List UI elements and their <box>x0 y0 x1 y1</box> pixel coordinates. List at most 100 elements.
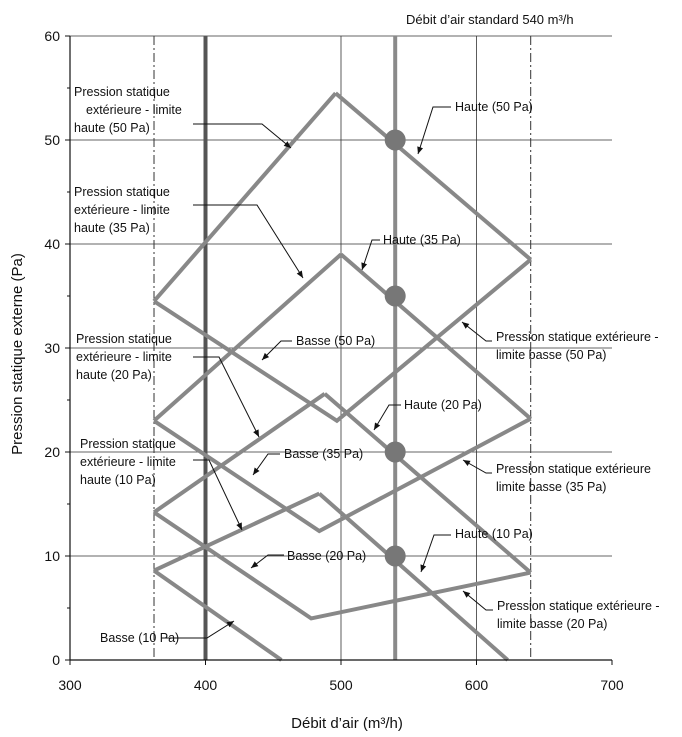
annotation-arrowhead <box>262 352 270 360</box>
x-tick-label: 700 <box>600 677 624 693</box>
x-axis-label: Débit d’air (m³/h) <box>291 715 403 732</box>
annotation: Basse (35 Pa) <box>252 447 363 476</box>
x-tick-label: 500 <box>329 677 353 693</box>
annotation-leader <box>420 534 451 573</box>
series-line <box>152 510 532 621</box>
annotation-text: haute (50 Pa) <box>74 121 150 135</box>
annotation-text: Pression statique <box>74 185 170 199</box>
annotation: Pression statique extérieure - limite haut… <box>80 437 243 531</box>
axes: 0 10 20 30 40 50 60 300 400 500 600 700 Débit d’air … <box>9 28 624 732</box>
data-marker <box>384 441 406 463</box>
annotation-leader <box>193 123 292 149</box>
annotation-leader <box>250 554 284 569</box>
y-tick-label: 40 <box>44 236 60 252</box>
annotation-text: Basse (10 Pa) <box>100 631 179 645</box>
annotation-text: Basse (50 Pa) <box>296 334 375 348</box>
annotation-arrowhead <box>226 621 234 628</box>
annotation: Basse (50 Pa) <box>261 334 375 361</box>
annotation-arrowhead <box>253 467 260 475</box>
y-tick-label: 30 <box>44 340 60 356</box>
annotation-text: limite basse (20 Pa) <box>497 617 607 631</box>
grid <box>70 35 612 660</box>
annotation-arrowhead <box>417 146 423 154</box>
annotation-text: haute (20 Pa) <box>76 368 152 382</box>
annotation-arrowhead <box>253 429 259 437</box>
annotation-leader <box>252 453 280 476</box>
markers <box>384 129 406 567</box>
x-tick-label: 300 <box>58 677 82 693</box>
annotation-text: extérieure - limite <box>76 350 172 364</box>
annotation-leader <box>193 356 260 438</box>
annotation: Basse (10 Pa) <box>100 620 235 645</box>
annotation: Pression statique extérieure - limite haut… <box>74 85 292 149</box>
annotation-arrowhead <box>420 564 427 572</box>
annotation-text: Haute (35 Pa) <box>383 233 461 247</box>
annotation-leader <box>261 340 292 361</box>
series-line <box>152 91 338 303</box>
annotation-text: limite basse (50 Pa) <box>496 348 606 362</box>
annotation-text: haute (10 Pa) <box>80 473 156 487</box>
x-tick-label: 400 <box>194 677 218 693</box>
reference-line-label: Débit d’air standard 540 m³/h <box>406 12 574 27</box>
annotation: Basse (20 Pa) <box>250 549 366 569</box>
annotation-leader <box>193 204 304 279</box>
annotation-arrowhead <box>463 460 471 467</box>
series-line <box>317 492 510 662</box>
annotation-text: Pression statique <box>80 437 176 451</box>
annotation-text: Pression statique <box>74 85 170 99</box>
series <box>152 91 533 662</box>
annotation-text: extérieure - limite <box>80 455 176 469</box>
annotation-leader <box>373 404 401 431</box>
series-line <box>152 392 326 514</box>
y-tick-label: 60 <box>44 28 60 44</box>
annotation-leader <box>462 459 492 474</box>
annotation-leader <box>193 459 243 531</box>
annotation-leader <box>461 321 492 342</box>
annotation: Pression statique extérieure - limite haut… <box>74 185 304 279</box>
series-line <box>152 258 532 424</box>
y-tick-label: 50 <box>44 132 60 148</box>
annotation-text: Basse (35 Pa) <box>284 447 363 461</box>
annotation-text: haute (35 Pa) <box>74 221 150 235</box>
annotation-text: Pression statique extérieure - <box>497 599 660 613</box>
series-line <box>323 392 533 575</box>
annotation: Pression statique extérieure - limite haut… <box>76 332 260 438</box>
annotation-arrowhead <box>283 141 291 148</box>
annotation-arrowhead <box>236 522 242 530</box>
y-tick-label: 20 <box>44 444 60 460</box>
series-line <box>152 252 343 423</box>
annotation-arrowhead <box>462 322 470 329</box>
series-line <box>152 568 283 662</box>
annotation: Pression statique extérieure limite basse… <box>462 459 651 494</box>
annotation-arrowhead <box>463 591 471 598</box>
annotation-text: Haute (20 Pa) <box>404 398 482 412</box>
annotation-text: Pression statique <box>76 332 172 346</box>
annotations: Pression statique extérieure - limite haut… <box>74 85 660 645</box>
annotation-leader <box>163 620 235 639</box>
annotation-leader <box>462 590 493 611</box>
series-line <box>152 416 532 534</box>
y-axis-label: Pression statique externe (Pa) <box>9 253 26 455</box>
y-tick-label: 10 <box>44 548 60 564</box>
annotation-text: limite basse (35 Pa) <box>496 480 606 494</box>
annotation-leader <box>417 106 451 155</box>
y-tick-label: 0 <box>52 652 60 668</box>
data-marker <box>384 545 406 567</box>
annotation-text: Haute (10 Pa) <box>455 527 533 541</box>
annotation: Haute (20 Pa) <box>373 398 482 431</box>
annotation-arrowhead <box>251 561 259 568</box>
x-tick-label: 600 <box>465 677 489 693</box>
annotation-arrowhead <box>296 270 303 278</box>
annotation-text: extérieure - limite <box>86 103 182 117</box>
annotation: Haute (35 Pa) <box>361 233 461 271</box>
annotation: Pression statique extérieure - limite bas… <box>462 590 660 631</box>
series-line <box>334 91 532 262</box>
annotation-text: Haute (50 Pa) <box>455 100 533 114</box>
data-marker <box>384 129 406 151</box>
annotation-arrowhead <box>374 422 381 430</box>
annotation: Pression statique extérieure - limite bas… <box>461 321 659 362</box>
annotation-leader <box>361 239 380 271</box>
series-line <box>153 491 321 573</box>
data-marker <box>384 285 406 307</box>
